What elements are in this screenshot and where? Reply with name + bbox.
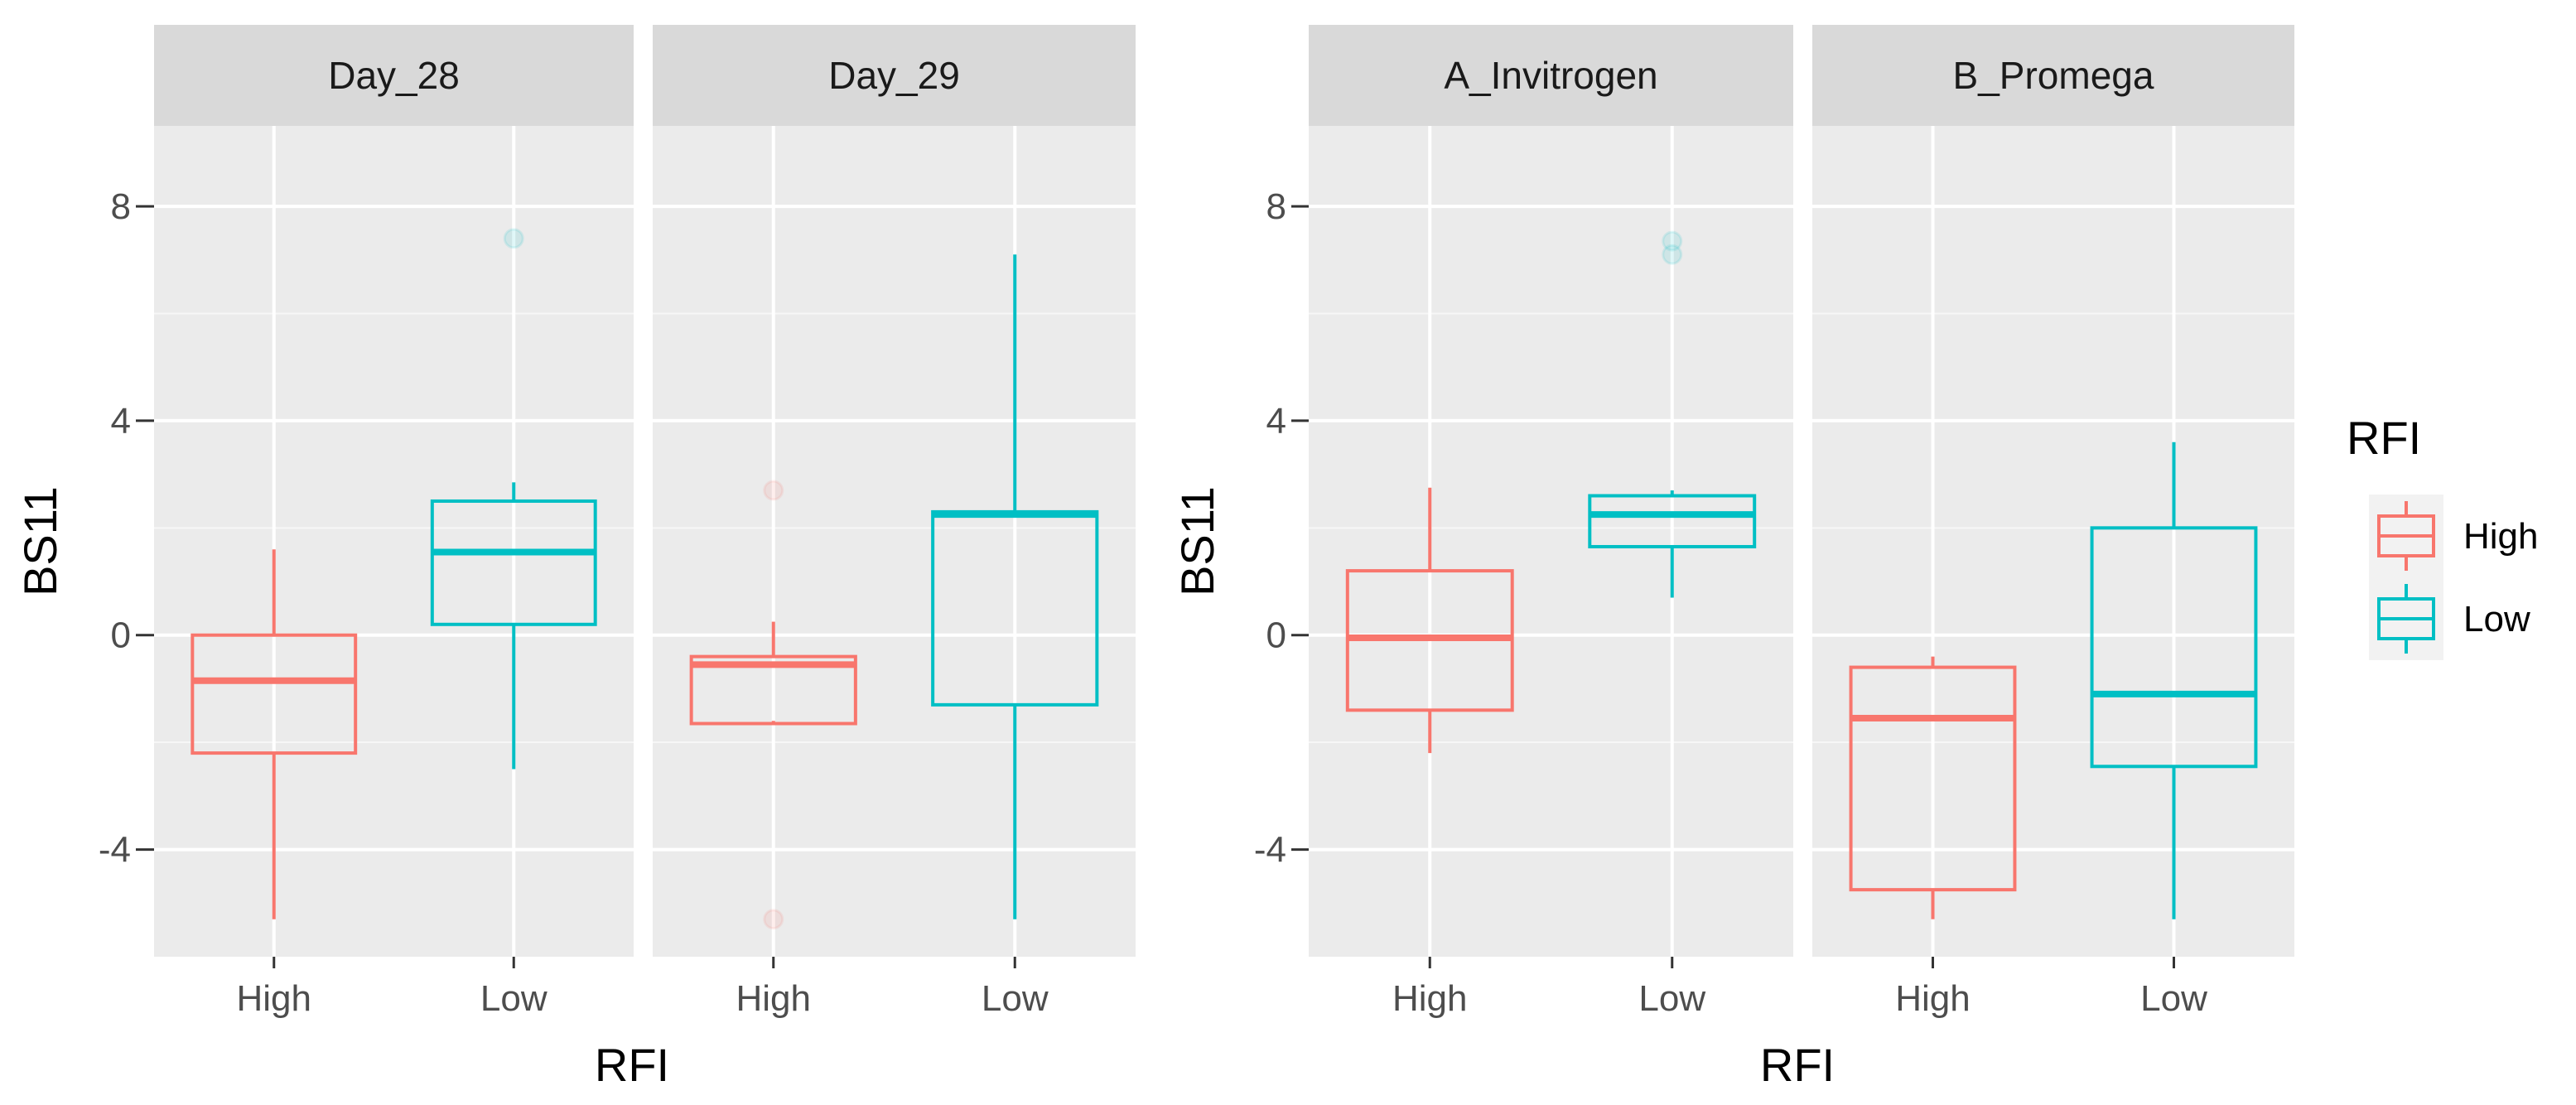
x-tick-label: Low: [1638, 978, 1705, 1019]
box-low: [430, 228, 597, 770]
box-iqr: [191, 633, 358, 755]
facet-panel-a-invitrogen: A_Invitrogen High Low: [1309, 25, 1793, 1019]
box-low: [1588, 230, 1757, 598]
panel-background: [1309, 126, 1793, 957]
box-high: [191, 549, 358, 919]
box-high: [1849, 656, 2017, 919]
facet-panel-day-28: Day_28 High Low: [154, 25, 634, 1019]
box-iqr: [430, 499, 597, 626]
box-low: [2090, 442, 2258, 919]
facet-strip: [653, 25, 1136, 126]
x-tick-label: Low: [2140, 978, 2207, 1019]
x-tick-label: High: [1392, 978, 1468, 1019]
box-iqr: [1588, 494, 1757, 548]
x-tick-label: High: [237, 978, 312, 1019]
panel-background: [154, 126, 634, 957]
x-tick-label: Low: [982, 978, 1049, 1019]
x-axis-title: RFI: [1760, 1039, 1835, 1091]
legend-key-high: High: [2369, 495, 2539, 577]
x-tick-label: Low: [480, 978, 548, 1019]
facet-strip-label: A_Invitrogen: [1444, 54, 1657, 97]
facet-panel-b-promega: B_Promega High Low: [1812, 25, 2294, 1019]
facet-strip: [1812, 25, 2294, 126]
chart-1: 8 4 0 -4 Day_28 High Low Day_29 High Low RFI BS11: [14, 25, 1136, 1091]
outlier-point: [763, 480, 784, 501]
legend-key-low: Low: [2369, 577, 2530, 660]
facet-strip-label: Day_29: [828, 54, 960, 97]
box-iqr: [689, 654, 857, 726]
x-axis-title: RFI: [595, 1039, 669, 1091]
legend-title: RFI: [2347, 412, 2421, 464]
legend-label: Low: [2463, 599, 2530, 639]
box-iqr: [931, 509, 1099, 707]
box-low: [931, 254, 1099, 919]
facet-strip: [154, 25, 634, 126]
chart-2: 8 4 0 -4 A_Invitrogen High Low B_Promega High Low…: [1171, 25, 2294, 1091]
x-tick-label: High: [736, 978, 812, 1019]
box-high: [1345, 487, 1514, 754]
outlier-point: [763, 909, 784, 930]
y-tick-label: 0: [111, 615, 131, 656]
panel-background: [1812, 126, 2294, 957]
legend: RFI High Low: [2347, 412, 2539, 660]
facet-strip-label: B_Promega: [1953, 54, 2154, 97]
y-axis-title: BS11: [1171, 486, 1223, 596]
outlier-point: [1662, 244, 1683, 265]
x-tick-label: High: [1895, 978, 1971, 1019]
box-iqr: [1849, 665, 2017, 892]
y-tick-label: 4: [111, 401, 131, 442]
y-tick-label: -4: [99, 830, 131, 871]
panel-background: [653, 126, 1136, 957]
charts-layer: 8 4 0 -4 Day_28 High Low Day_29 High Low RFI BS11 8 4…: [14, 25, 2294, 1091]
facet-panel-day-29: Day_29 High Low: [653, 25, 1136, 1019]
outlier-point: [1662, 230, 1683, 252]
y-tick-label: 0: [1266, 615, 1286, 656]
facet-strip: [1309, 25, 1793, 126]
outlier-point: [503, 228, 524, 249]
y-tick-label: -4: [1254, 830, 1286, 871]
facet-strip-label: Day_28: [328, 54, 460, 97]
box-high: [689, 480, 857, 930]
y-tick-label: 4: [1266, 401, 1286, 442]
y-tick-label: 8: [1266, 186, 1286, 227]
box-iqr: [2090, 526, 2258, 769]
y-axis-title: BS11: [14, 486, 66, 596]
legend-label: High: [2463, 516, 2539, 557]
y-tick-label: 8: [111, 186, 131, 227]
